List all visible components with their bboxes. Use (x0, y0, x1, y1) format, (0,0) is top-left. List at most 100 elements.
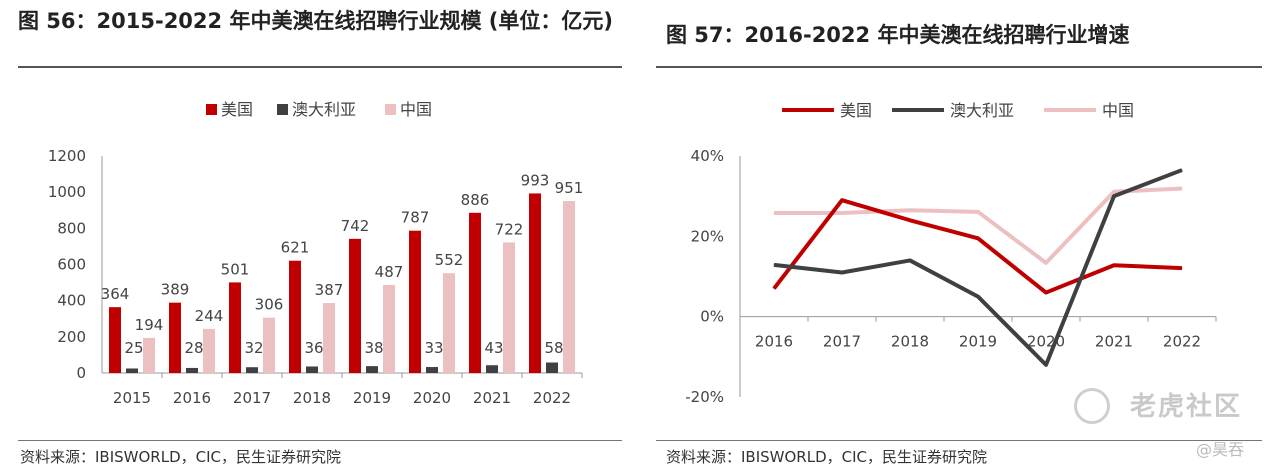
y-tick-label: -20% (685, 388, 724, 406)
bar-0-2021 (469, 212, 481, 373)
right-source-divider (656, 440, 1262, 441)
data-label-2-2016: 244 (195, 307, 224, 325)
x-tick-label: 2022 (1163, 333, 1201, 351)
watermark-text: 老虎社区 (1129, 392, 1242, 422)
x-tick-label: 2022 (533, 389, 571, 407)
bar-2-2020 (443, 273, 455, 373)
y-tick-label: 20% (691, 227, 724, 245)
data-label-2-2022: 951 (555, 179, 584, 197)
x-tick-label: 2021 (473, 389, 511, 407)
bar-2-2018 (323, 303, 335, 373)
data-point-2-2019 (977, 211, 979, 213)
bar-0-2022 (529, 193, 541, 373)
y-tick-label: 400 (57, 292, 86, 310)
bar-1-2019 (366, 366, 378, 373)
data-label-0-2022: 993 (521, 171, 550, 189)
data-label-2-2018: 387 (315, 281, 344, 299)
data-point-0-2022 (1181, 267, 1183, 269)
x-tick-label: 2018 (891, 333, 929, 351)
data-label-1-2022: 58 (544, 339, 563, 357)
data-point-2-2022 (1181, 188, 1183, 190)
x-tick-label: 2015 (113, 389, 151, 407)
data-label-1-2018: 36 (304, 339, 323, 357)
data-point-1-2018 (909, 259, 911, 261)
y-tick-label: 200 (57, 328, 86, 346)
bar-2-2015 (143, 337, 155, 373)
legend-label-1: 澳大利亚 (950, 101, 1014, 120)
bar-0-2018 (289, 260, 301, 373)
bar-0-2019 (349, 238, 361, 373)
data-label-0-2016: 389 (161, 281, 190, 299)
data-label-1-2019: 38 (364, 339, 383, 357)
data-label-0-2020: 787 (401, 209, 430, 227)
x-tick-label: 2019 (959, 333, 997, 351)
data-label-1-2015: 25 (124, 339, 143, 357)
bar-0-2017 (229, 282, 241, 373)
bar-1-2022 (546, 362, 558, 373)
data-label-0-2021: 886 (461, 191, 490, 209)
x-tick-label: 2018 (293, 389, 331, 407)
bar-0-2016 (169, 302, 181, 373)
data-label-0-2018: 621 (281, 239, 310, 257)
series-line-2 (774, 186, 1183, 265)
left-title-divider (18, 66, 622, 68)
left-source-note: 资料来源：IBISWORLD，CIC，民生证券研究院 (20, 448, 342, 466)
data-label-0-2019: 742 (341, 217, 370, 235)
data-point-2-2018 (909, 209, 911, 211)
data-point-0-2021 (1113, 264, 1115, 266)
data-point-2-2021 (1113, 191, 1115, 193)
legend-label-0: 美国 (221, 100, 253, 119)
data-label-0-2017: 501 (221, 260, 250, 278)
x-tick-label: 2019 (353, 389, 391, 407)
x-tick-label: 2017 (233, 389, 271, 407)
bar-chart: 美国 澳大利亚 中国 0 200 400 600 800 1000 1200 2015 364 25 19… (48, 100, 584, 407)
data-label-1-2020: 33 (424, 339, 443, 357)
y-tick-label: 800 (57, 219, 86, 237)
data-label-2-2015: 194 (135, 316, 164, 334)
data-point-2-2017 (841, 212, 843, 214)
bar-2-2021 (503, 242, 515, 373)
bar-2-2022 (563, 201, 575, 373)
legend-label-0: 美国 (840, 101, 872, 120)
data-point-0-2018 (909, 219, 911, 221)
bar-1-2018 (306, 366, 318, 373)
data-label-1-2016: 28 (184, 339, 203, 357)
y-tick-label: 0% (700, 308, 724, 326)
y-tick-label: 1000 (48, 183, 86, 201)
bar-2-2016 (203, 328, 215, 373)
bar-2-2019 (383, 284, 395, 373)
bar-2-2017 (263, 317, 275, 373)
left-source-divider (18, 440, 622, 441)
bar-1-2020 (426, 367, 438, 373)
legend-label-2: 中国 (400, 100, 432, 119)
x-tick-label: 2020 (413, 389, 451, 407)
data-point-1-2019 (977, 296, 979, 298)
bar-0-2015 (109, 307, 121, 373)
bar-0-2020 (409, 230, 421, 373)
y-tick-label: 40% (691, 147, 724, 165)
right-chart-title: 图 57：2016-2022 年中美澳在线招聘行业增速 (666, 23, 1130, 47)
data-label-2-2020: 552 (435, 251, 464, 269)
data-label-1-2021: 43 (484, 339, 503, 357)
x-tick-label: 2017 (823, 333, 861, 351)
legend-swatch-2 (385, 104, 396, 115)
data-point-0-2019 (977, 237, 979, 239)
bar-1-2015 (126, 368, 138, 373)
data-label-2-2019: 487 (375, 263, 404, 281)
data-point-1-2017 (841, 271, 843, 273)
legend-swatch-1 (277, 104, 288, 115)
bar-1-2021 (486, 365, 498, 373)
data-point-0-2020 (1045, 292, 1047, 294)
data-point-2-2016 (773, 212, 775, 214)
legend-label-2: 中国 (1102, 101, 1134, 120)
left-chart-title: 图 56：2015-2022 年中美澳在线招聘行业规模 (单位：亿元) (18, 9, 613, 33)
data-point-0-2016 (773, 288, 775, 290)
bar-1-2017 (246, 367, 258, 373)
right-title-divider (656, 66, 1262, 68)
left-chart-panel: 图 56：2015-2022 年中美澳在线招聘行业规模 (单位：亿元) 美国 澳大… (18, 9, 622, 466)
data-label-1-2017: 32 (244, 339, 263, 357)
y-tick-label: 600 (57, 256, 86, 274)
right-source-note: 资料来源：IBISWORLD，CIC，民生证券研究院 (666, 448, 988, 466)
legend-swatch-0 (206, 104, 217, 115)
x-tick-label: 2016 (173, 389, 211, 407)
